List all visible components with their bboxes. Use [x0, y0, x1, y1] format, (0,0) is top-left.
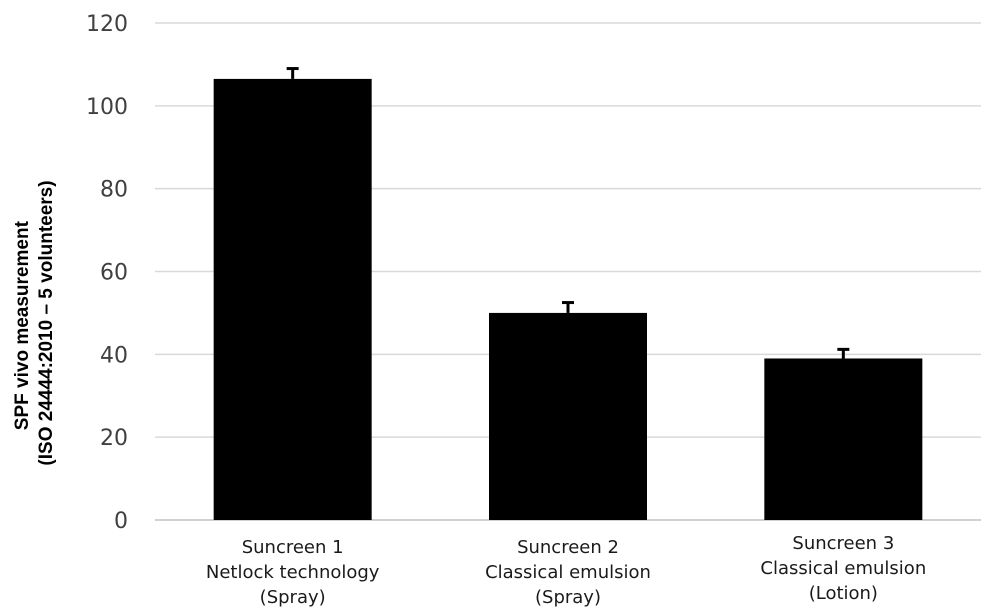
- x-tick-label: Suncreen 3: [792, 533, 894, 554]
- x-tick-label: Netlock technology: [206, 562, 380, 583]
- y-axis-label-line-1: SPF vivo measurement: [12, 220, 33, 430]
- y-tick-label: 80: [100, 178, 128, 203]
- x-tick-label: (Spray): [260, 587, 326, 608]
- x-tick-label: Suncreen 1: [242, 537, 344, 558]
- y-tick-label: 0: [114, 509, 128, 534]
- y-tick-label: 120: [86, 12, 128, 37]
- y-tick-label: 60: [100, 261, 128, 286]
- x-tick-label: Classical emulsion: [485, 562, 651, 583]
- y-axis-label-line-2: (ISO 24444:2010 – 5 volunteers): [36, 180, 57, 465]
- y-axis-label: SPF vivo measurement (ISO 24444:2010 – 5…: [12, 180, 57, 465]
- y-tick-label: 100: [86, 95, 128, 120]
- bar: [489, 312, 647, 520]
- x-tick-label: Suncreen 2: [517, 537, 619, 558]
- x-tick-label: Classical emulsion: [760, 558, 926, 579]
- bar: [764, 358, 923, 520]
- x-tick-label: (Spray): [535, 587, 601, 608]
- bars: [213, 67, 923, 520]
- bar: [213, 78, 372, 520]
- y-axis-ticks: 0 20 40 60 80 100 120: [86, 12, 128, 534]
- y-tick-label: 40: [100, 343, 128, 368]
- x-axis-ticks: Suncreen 1 Netlock technology (Spray) Suncr…: [206, 533, 926, 608]
- x-tick-label: (Lotion): [809, 583, 878, 604]
- y-tick-label: 20: [100, 426, 128, 451]
